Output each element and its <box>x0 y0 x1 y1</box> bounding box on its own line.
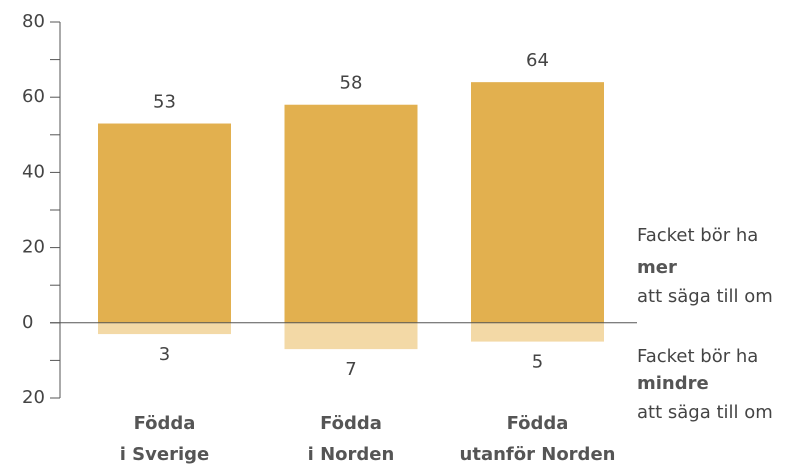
legend-label: Facket bör ha <box>637 225 758 246</box>
value-label: 64 <box>526 50 549 71</box>
y-tick-label: 0 <box>22 312 33 333</box>
bar <box>471 82 604 323</box>
value-label: 7 <box>345 359 356 380</box>
legend-label: mer <box>637 257 677 278</box>
bar <box>98 123 231 323</box>
bar <box>98 322 231 335</box>
value-label: 3 <box>159 344 170 365</box>
y-tick-label: 80 <box>22 11 45 32</box>
x-tick-label: utanför Norden <box>460 444 616 465</box>
x-tick-label: Födda <box>507 413 569 434</box>
value-label: 53 <box>153 92 176 113</box>
x-tick-label: Födda <box>320 413 382 434</box>
legend-label: att säga till om <box>637 402 773 423</box>
legend-label: Facket bör ha <box>637 346 758 367</box>
value-label: 58 <box>340 73 363 94</box>
bar <box>284 322 418 350</box>
y-tick-label: 20 <box>22 237 45 258</box>
legend-label: mindre <box>637 373 709 394</box>
bar <box>284 104 418 323</box>
x-tick-label: i Norden <box>308 444 395 465</box>
value-label: 5 <box>532 352 543 373</box>
bar <box>471 322 604 342</box>
y-tick-label: 40 <box>22 161 45 182</box>
x-tick-label: i Sverige <box>120 444 209 465</box>
y-tick-label: 20 <box>22 387 45 408</box>
x-tick-label: Födda <box>134 413 196 434</box>
legend-label: att säga till om <box>637 286 773 307</box>
y-tick-label: 60 <box>22 86 45 107</box>
